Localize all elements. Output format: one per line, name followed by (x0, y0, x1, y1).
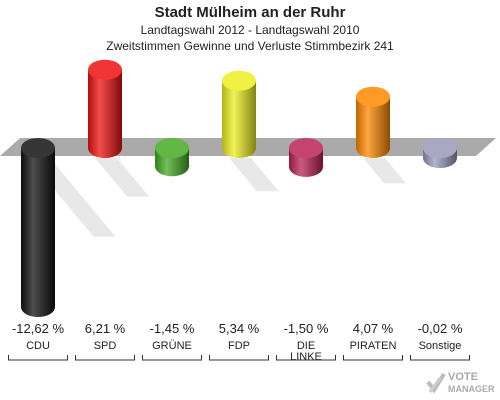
chart-title: Stadt Mülheim an der Ruhr (154, 4, 346, 21)
bar-bottom-cap (356, 138, 390, 158)
bar-top-cap (21, 138, 55, 158)
category-bracket (75, 355, 135, 361)
bar-shadow (229, 158, 279, 192)
category-label: DIE (297, 340, 315, 352)
bar-body (222, 80, 256, 148)
vote-manager-logo: VOTE MANAGER (426, 371, 495, 394)
category-bracket (209, 355, 269, 361)
bar-top-cap (289, 138, 323, 158)
bar-spd (88, 59, 122, 158)
value-label: 5,34 % (219, 321, 260, 336)
category-label: LINKE (290, 351, 322, 363)
category-label: Sonstige (419, 340, 462, 352)
bar-bottom-cap (222, 138, 256, 158)
logo-line-1: VOTE (448, 371, 478, 383)
bar-bottom-cap (155, 156, 189, 177)
value-label: 6,21 % (85, 321, 126, 336)
category-label: FDP (228, 340, 250, 352)
bar-die-linke (289, 138, 323, 177)
category-label: CDU (26, 340, 50, 352)
bar-top-cap (222, 70, 256, 91)
category-bracket (410, 355, 470, 361)
bar-top-cap (423, 138, 457, 158)
chart-subtitle-2: Zweitstimmen Gewinne und Verluste Stimmb… (106, 39, 394, 53)
category-bracket (142, 355, 202, 361)
value-label: -0,02 % (418, 321, 463, 336)
bar-top-cap (88, 59, 122, 80)
check-mark-icon (426, 372, 446, 394)
bar-top-cap (155, 138, 189, 158)
chart-subtitle: Landtagswahl 2012 - Landtagswahl 2010 (140, 23, 360, 37)
bar-fdp (222, 70, 256, 158)
bar-cdu (21, 138, 55, 318)
logo-line-2: MANAGER (448, 384, 495, 394)
category-label: GRÜNE (152, 340, 192, 352)
category-label: PIRATEN (350, 340, 397, 352)
bar-top-cap (356, 86, 390, 107)
bar-shadow (363, 158, 407, 184)
value-label: 4,07 % (353, 321, 394, 336)
category-label: SPD (94, 340, 117, 352)
bar-bottom-cap (88, 138, 122, 158)
value-label: -12,62 % (12, 321, 64, 336)
bar-body (88, 69, 122, 148)
category-bracket (8, 355, 68, 361)
bar-grüne (155, 138, 189, 177)
bar-piraten (356, 86, 390, 158)
bar-sonstige (423, 138, 457, 168)
category-bracket (343, 355, 403, 361)
value-label: -1,45 % (150, 321, 195, 336)
category-bracket (276, 355, 336, 361)
bar-bottom-cap (289, 156, 323, 177)
bar-bottom-cap (21, 297, 55, 318)
bar-shadow (95, 158, 150, 197)
bar-body (21, 148, 55, 308)
value-label: -1,50 % (284, 321, 329, 336)
